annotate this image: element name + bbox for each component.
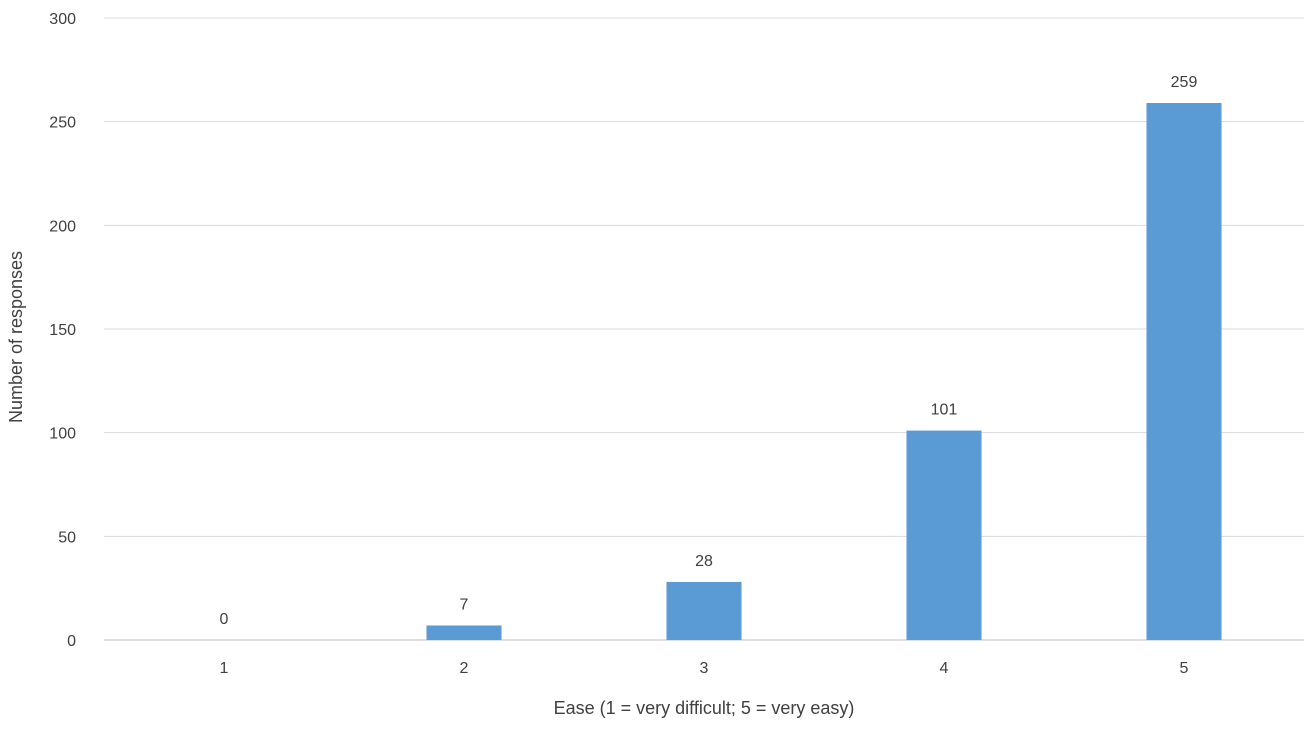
y-tick-label: 0	[67, 633, 76, 650]
y-tick-label: 300	[49, 11, 76, 28]
data-labels: 0 7 28 101 259	[220, 74, 1198, 628]
bar	[666, 581, 742, 640]
bar	[1146, 103, 1222, 641]
y-tick-label: 250	[49, 115, 76, 132]
x-tick-label: 4	[940, 660, 949, 677]
x-axis-title: Ease (1 = very difficult; 5 = very easy)	[554, 698, 855, 718]
y-axis-title: Number of responses	[6, 251, 26, 423]
data-label: 101	[931, 402, 958, 419]
data-label: 28	[695, 553, 713, 570]
x-axis-ticks: 1 2 3 4 5	[220, 660, 1189, 677]
y-tick-label: 150	[49, 322, 76, 339]
x-tick-label: 1	[220, 660, 229, 677]
x-tick-label: 2	[460, 660, 469, 677]
bars	[426, 103, 1222, 641]
y-axis-ticks: 0 50 100 150 200 250 300	[49, 11, 76, 650]
data-label: 0	[220, 611, 229, 628]
data-label: 259	[1171, 74, 1198, 91]
y-tick-label: 200	[49, 218, 76, 235]
gridlines	[104, 17, 1304, 641]
bar	[906, 430, 982, 640]
data-label: 7	[460, 596, 469, 613]
x-tick-label: 3	[700, 660, 709, 677]
x-tick-label: 5	[1180, 660, 1189, 677]
y-tick-label: 50	[58, 529, 76, 546]
bar	[426, 625, 502, 640]
y-tick-label: 100	[49, 426, 76, 443]
